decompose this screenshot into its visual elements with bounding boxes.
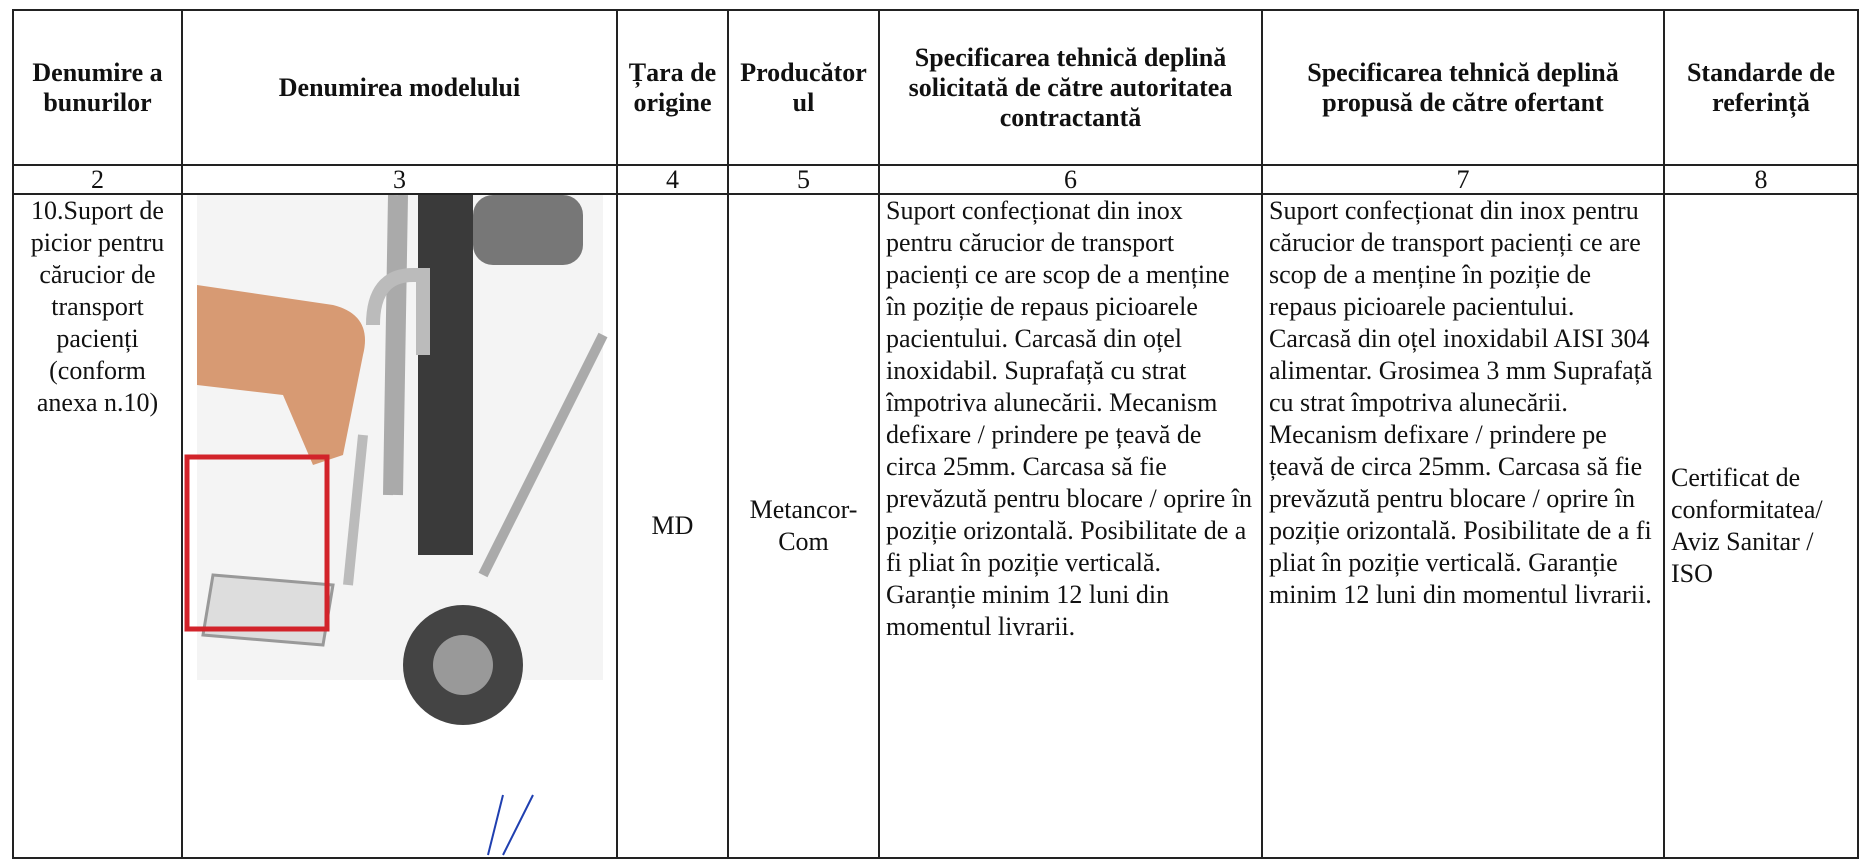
spec-table: Denumire a bunurilor Denumirea modelului… (12, 9, 1859, 859)
header-cell: Specificarea tehnică deplină solicitată … (878, 9, 1263, 166)
header-cell: Denumire a bunurilor (12, 9, 183, 166)
standards-cell: Certificat de conformitatea/ Aviz Sanita… (1663, 193, 1859, 859)
header-row: Denumire a bunurilor Denumirea modelului… (12, 9, 1859, 166)
column-number: 8 (1663, 164, 1859, 195)
header-cell: Producătorul (727, 9, 880, 166)
header-cell: Denumirea modelului (181, 9, 618, 166)
requested-spec-text: Suport confecționat din inox pentru căru… (886, 196, 1252, 641)
column-number: 4 (616, 164, 729, 195)
column-number: 6 (878, 164, 1263, 195)
header-cell: Standarde de referință (1663, 9, 1859, 166)
column-number: 7 (1261, 164, 1665, 195)
column-number: 5 (727, 164, 880, 195)
offered-spec-cell: Suport confecționat din inox pentru căru… (1261, 193, 1665, 859)
image-cell (181, 193, 618, 859)
goods-cell: 10.Suport de picior pentru cărucior de t… (12, 193, 183, 859)
number-row: 2 3 4 5 6 7 8 (12, 164, 1859, 195)
product-photo (184, 196, 608, 856)
body-row: 10.Suport de picior pentru cărucior de t… (12, 193, 1859, 859)
header-cell: Specificarea tehnică deplină propusă de … (1261, 9, 1665, 166)
header-cell: Țara de origine (616, 9, 729, 166)
origin-cell: MD (616, 193, 729, 859)
image-box (184, 196, 615, 856)
offered-spec-text: Suport confecționat din inox pentru căru… (1269, 196, 1653, 609)
column-number: 3 (181, 164, 618, 195)
goods-text: 10.Suport de picior pentru cărucior de t… (30, 196, 165, 417)
requested-spec-cell: Suport confecționat din inox pentru căru… (878, 193, 1263, 859)
producer-cell: Metancor-Com (727, 193, 880, 859)
column-number: 2 (12, 164, 183, 195)
